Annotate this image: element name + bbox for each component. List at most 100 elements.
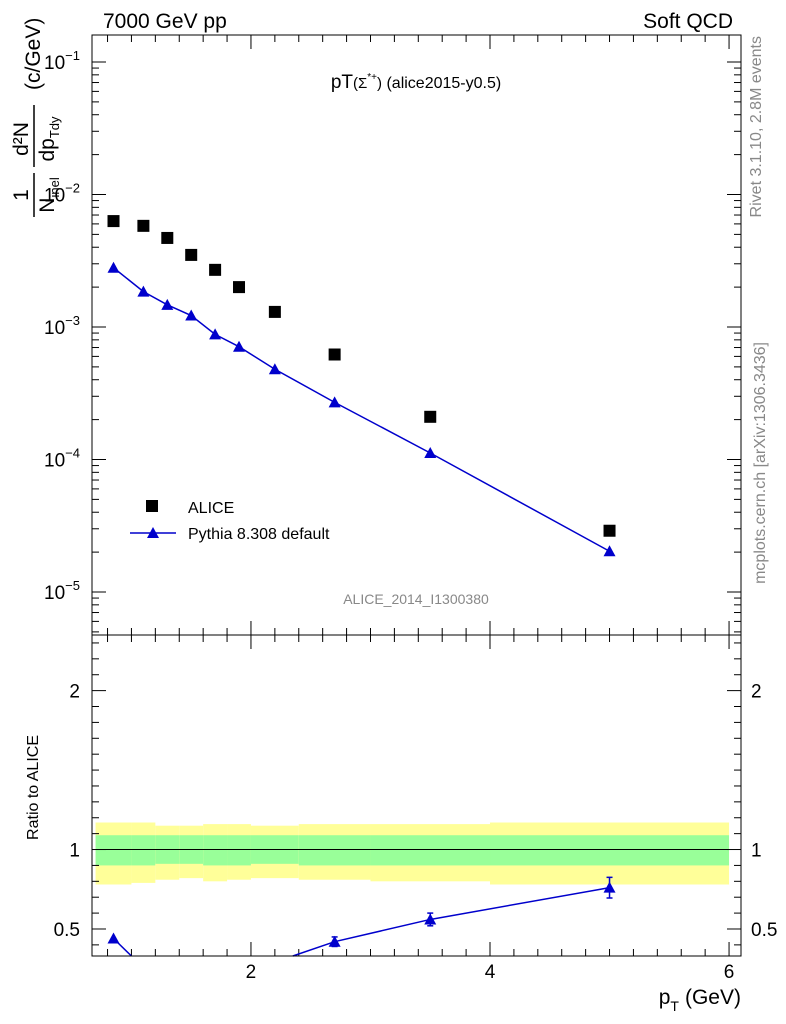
y-tick-label: 10−4: [44, 446, 80, 472]
ratio-band-inner: [298, 835, 371, 866]
alice-point: [209, 263, 222, 276]
ratio-pythia-line: [292, 886, 610, 957]
y-tick-label-base: 10: [44, 53, 65, 74]
legend-alice-label: ALICE: [188, 500, 234, 517]
ylabel-dpt: dpTdy: [36, 116, 62, 162]
plot-title-symbol: (Σ: [353, 75, 367, 92]
alice-point: [268, 305, 281, 318]
ratio-axis-ticks: [92, 635, 741, 956]
pythia-point: [328, 396, 341, 408]
pythia-point: [137, 285, 150, 297]
y-tick-label: 10−5: [44, 578, 80, 604]
y-tick-label-base: 10: [44, 186, 65, 207]
main-axis-ticks: [92, 35, 741, 635]
pythia-point: [603, 545, 616, 557]
rivet-label: Rivet 3.1.10, 2.8M events: [748, 36, 765, 217]
ylabel-n-text: N: [36, 198, 59, 213]
y-tick-label-exp: −4: [65, 446, 80, 461]
plot-title-tag: (alice2015-y0.5): [382, 75, 501, 92]
main-panel: 10−110−210−310−410−5 pT(Σ*+) (alice2015-…: [10, 18, 742, 636]
x-tick-label: 2: [246, 962, 257, 983]
legend: ALICE Pythia 8.308 default: [130, 500, 330, 543]
main-frame: [91, 34, 742, 636]
x-tick-label: 6: [724, 962, 735, 983]
x-axis-label: pT (GeV): [659, 986, 741, 1014]
y-tick-label-exp: −3: [65, 313, 80, 328]
pythia-point: [233, 340, 246, 352]
y-tick-label-exp: −2: [65, 181, 80, 196]
ratio-band-inner: [370, 835, 491, 866]
ratio-y-tick-label-right: 0.5: [751, 920, 777, 941]
alice-point: [328, 348, 341, 361]
header-right: Soft QCD: [643, 10, 733, 33]
ylabel-one: 1: [10, 189, 33, 201]
ylabel-n-sub: inel: [47, 177, 62, 197]
ratio-tick-labels: 0.5 0.5 1 1 2 2 2 4 6: [54, 682, 778, 983]
plot-title-post: ): [377, 75, 382, 92]
main-plot-marks: [107, 215, 616, 557]
ratio-band-inner: [131, 835, 156, 866]
y-tick-label: 10−2: [44, 181, 80, 207]
y-tick-label: 10−3: [44, 313, 80, 339]
ylabel-dp: dp: [36, 138, 59, 161]
analysis-watermark: ALICE_2014_I1300380: [343, 591, 489, 607]
y-tick-label-base: 10: [44, 451, 65, 472]
y-tick-label: 10−1: [44, 48, 80, 74]
mcplots-label: mcplots.cern.ch [arXiv:1306.3436]: [752, 342, 769, 584]
y-tick-label-exp: −5: [65, 578, 80, 593]
ratio-y-tick-label-left: 2: [69, 682, 80, 703]
ratio-y-tick-label-left: 1: [69, 841, 80, 862]
ratio-band-inner: [95, 835, 132, 866]
ratio-band-inner: [490, 835, 730, 866]
pythia-point: [268, 363, 281, 375]
plot-title: pT(Σ*+) (alice2015-y0.5): [331, 72, 501, 93]
ratio-uncertainty-bands: [95, 822, 730, 885]
y-tick-label-exp: −1: [65, 48, 80, 63]
alice-point: [137, 219, 150, 232]
alice-point: [161, 231, 174, 244]
xlabel-sub: T: [670, 998, 679, 1014]
ratio-pythia-point: [328, 935, 341, 947]
ratio-pythia-point: [603, 881, 616, 893]
ylabel-d2n: d²N: [10, 122, 33, 156]
legend-alice-marker: [146, 500, 158, 512]
ylabel-dp-sub: Tdy: [47, 116, 62, 138]
xlabel-unit: (GeV): [685, 986, 741, 1009]
y-tick-label-base: 10: [44, 583, 65, 604]
alice-point: [603, 524, 616, 537]
plot-title-pre: pT: [331, 72, 354, 93]
ylabel-unit: (c/GeV): [22, 18, 45, 90]
ratio-pythia-point: [107, 932, 120, 944]
pythia-point: [107, 261, 120, 273]
pythia-point: [161, 298, 174, 310]
main-y-tick-labels: 10−110−210−310−410−5: [44, 48, 80, 604]
ratio-plot-marks: [107, 876, 616, 957]
ratio-y-tick-label-right: 1: [751, 841, 762, 862]
alice-point: [107, 215, 120, 228]
ratio-band-inner: [227, 835, 251, 866]
ratio-y-axis-label: Ratio to ALICE: [25, 735, 42, 840]
x-tick-label: 4: [485, 962, 496, 983]
pythia-line: [113, 267, 610, 552]
header-left: 7000 GeV pp: [103, 10, 227, 33]
ratio-pythia-point: [424, 913, 437, 925]
alice-point: [185, 248, 198, 261]
pythia-point: [185, 309, 198, 321]
ratio-band-inner: [203, 835, 228, 866]
alice-point: [424, 410, 437, 423]
ratio-y-tick-label-left: 0.5: [54, 920, 80, 941]
ylabel-n: Ninel: [36, 177, 62, 213]
ratio-frame: [91, 634, 742, 957]
main-y-axis-label: 1 Ninel d²N dpTdy (c/GeV): [10, 18, 62, 217]
y-tick-label-base: 10: [44, 318, 65, 339]
pythia-point: [424, 446, 437, 458]
ratio-panel: 0.5 0.5 1 1 2 2 2 4 6 Ratio to ALICE pT (GeV): [25, 634, 778, 1014]
pythia-point: [209, 328, 222, 340]
alice-point: [233, 281, 246, 294]
xlabel-p: p: [659, 986, 671, 1009]
ratio-y-tick-label-right: 2: [751, 682, 762, 703]
plot-title-sup: *+: [367, 72, 377, 83]
legend-pythia-marker: [147, 527, 159, 538]
legend-pythia-label: Pythia 8.308 default: [188, 526, 330, 543]
